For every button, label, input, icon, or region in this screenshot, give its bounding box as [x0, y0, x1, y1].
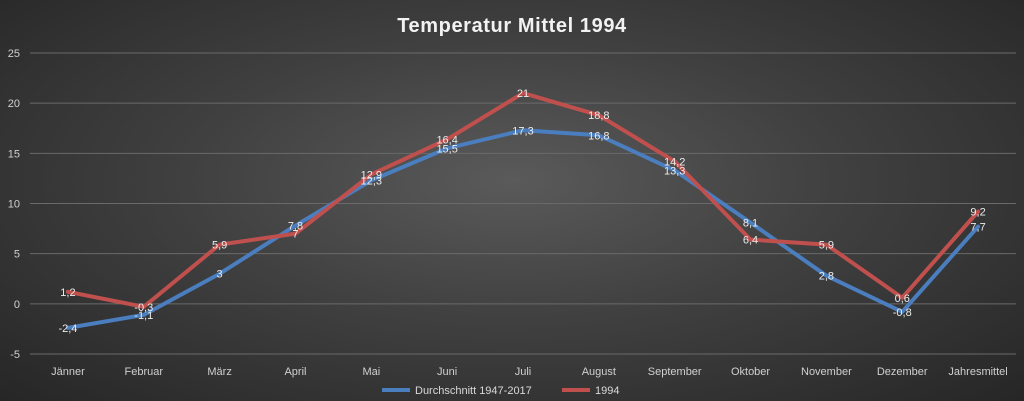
- data-label: 14,2: [664, 156, 685, 168]
- data-label: -0,3: [134, 302, 153, 314]
- data-label: 16,8: [588, 130, 609, 142]
- data-label: -0,8: [893, 307, 912, 319]
- data-label: 5,9: [819, 240, 834, 252]
- data-label: 9,2: [970, 207, 985, 219]
- y-axis-ticks: -5 0 5 10 15 20 25: [8, 48, 20, 361]
- series-line-0: [65, 128, 981, 330]
- data-label: 18,8: [588, 110, 609, 122]
- data-label: 21: [517, 88, 529, 100]
- data-label: 15,5: [436, 143, 457, 155]
- data-label: 8,1: [743, 218, 758, 230]
- data-label: 0,6: [895, 293, 910, 305]
- y-tick-label: 15: [8, 148, 20, 160]
- series-lines: [65, 91, 981, 330]
- data-label: 5,9: [212, 240, 227, 252]
- x-tick-label: August: [582, 366, 616, 378]
- data-label: 1,2: [60, 287, 75, 299]
- y-tick-label: 5: [14, 249, 20, 261]
- data-label: 13,3: [664, 165, 685, 177]
- legend-item-label: 1994: [595, 385, 619, 397]
- y-tick-label: -5: [10, 349, 20, 361]
- x-tick-label: Februar: [125, 366, 164, 378]
- data-label: 7,7: [970, 222, 985, 234]
- x-tick-label: April: [284, 366, 306, 378]
- data-label: 7,8: [288, 221, 303, 233]
- data-label: 3: [217, 269, 223, 281]
- x-tick-label: September: [648, 366, 702, 378]
- data-label: 12,3: [361, 175, 382, 187]
- x-tick-label: Juli: [515, 366, 532, 378]
- data-label: -2,4: [58, 323, 77, 335]
- data-labels: -2,4 -1,1 3 7,8 12,3 15,5 17,3 16,8 13,3 8,1 2,8 -0…: [58, 88, 985, 335]
- x-axis-ticks: Jänner Februar März April Mai Juni Juli August S…: [51, 366, 1008, 378]
- x-tick-label: März: [207, 366, 231, 378]
- series-line-1: [65, 91, 981, 309]
- legend: Durchschnitt 1947-2017 1994: [382, 385, 619, 397]
- y-tick-label: 25: [8, 48, 20, 60]
- data-label: 17,3: [512, 125, 533, 137]
- data-label: 2,8: [819, 271, 834, 283]
- x-tick-label: Dezember: [877, 366, 928, 378]
- y-tick-label: 10: [8, 199, 20, 211]
- y-tick-label: 0: [14, 299, 20, 311]
- legend-item-label: Durchschnitt 1947-2017: [415, 385, 532, 397]
- data-label: -1,1: [134, 310, 153, 322]
- data-label: 7: [292, 229, 298, 241]
- data-label: 12,9: [361, 169, 382, 181]
- gridlines: [30, 52, 1016, 355]
- data-label: 16,4: [436, 134, 457, 146]
- x-tick-label: Jahresmittel: [948, 366, 1007, 378]
- x-tick-label: Mai: [362, 366, 380, 378]
- chart-title: Temperatur Mittel 1994: [397, 15, 627, 37]
- x-tick-label: Oktober: [731, 366, 770, 378]
- data-label: 6,4: [743, 235, 758, 247]
- x-tick-label: Juni: [437, 366, 457, 378]
- x-tick-label: Jänner: [51, 366, 85, 378]
- y-tick-label: 20: [8, 98, 20, 110]
- x-tick-label: November: [801, 366, 852, 378]
